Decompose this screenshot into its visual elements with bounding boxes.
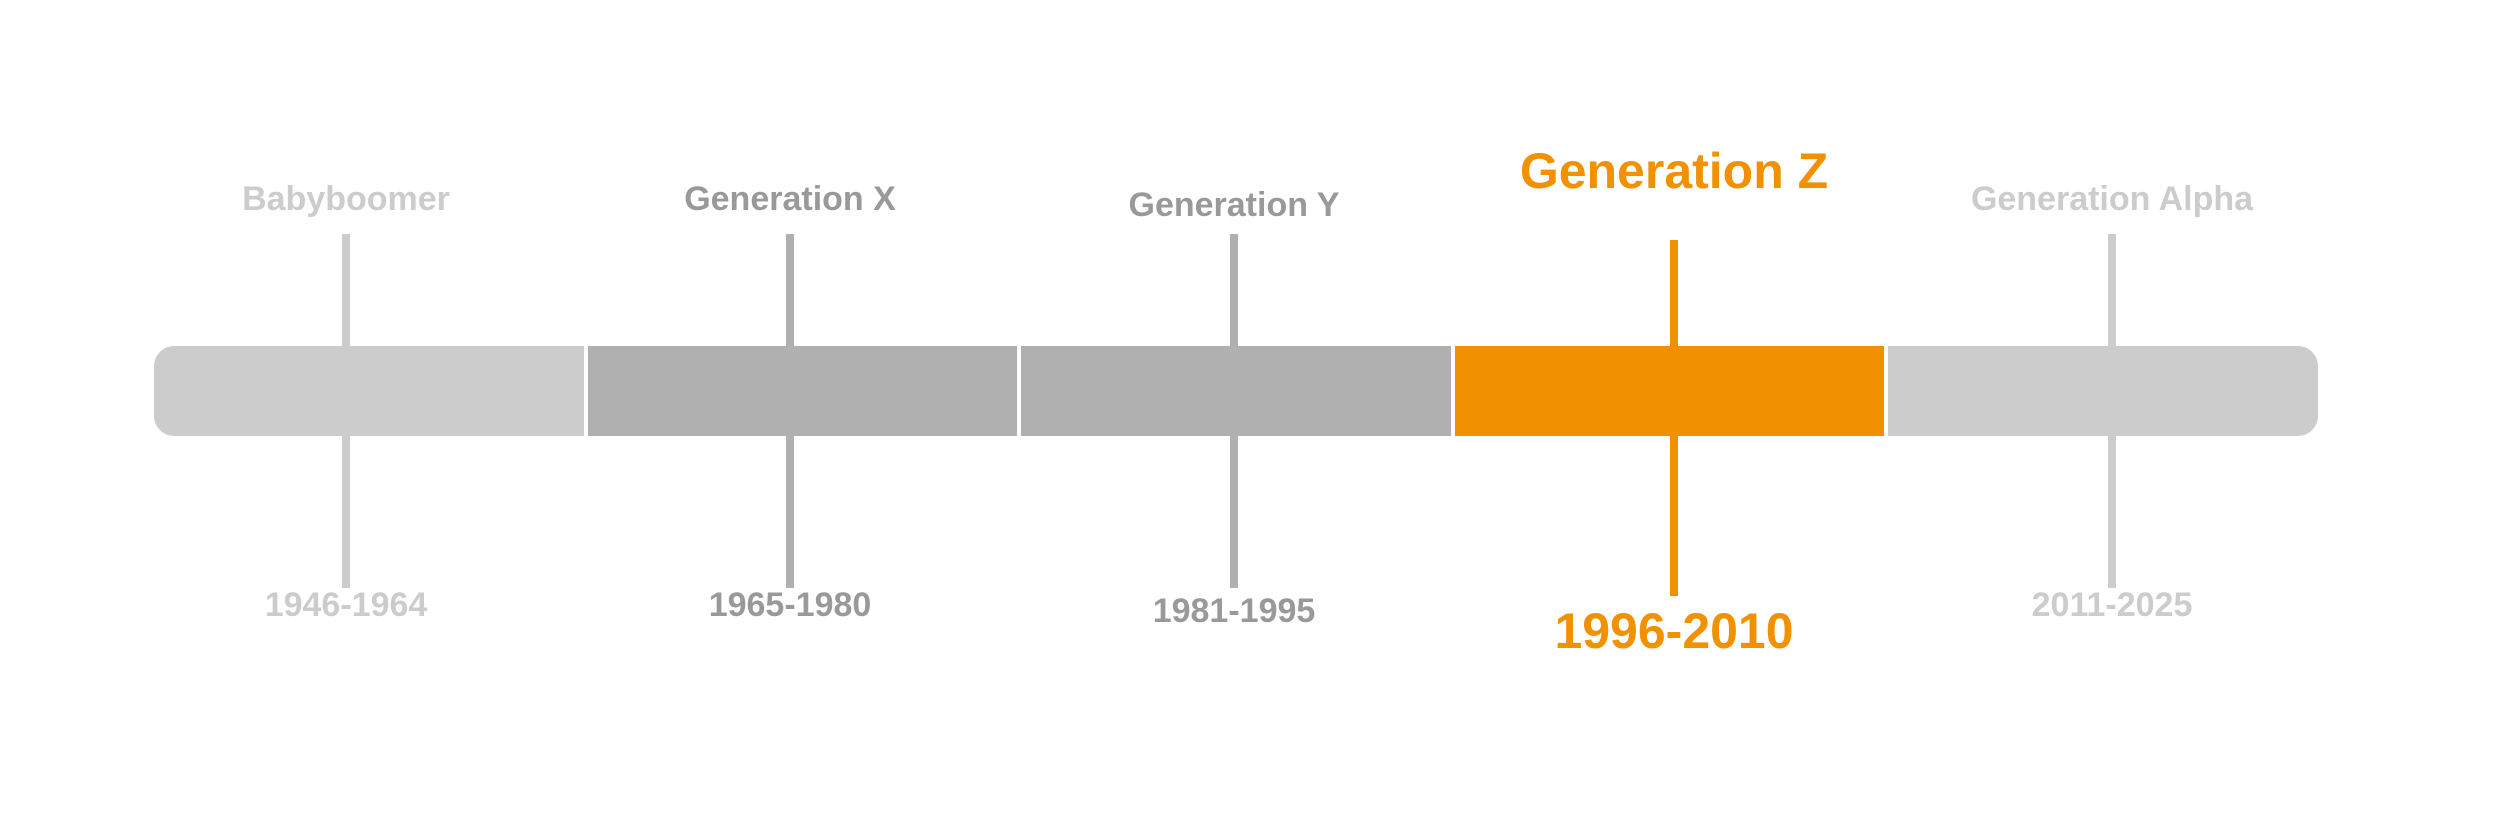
generation-years-generation-y: 1981-1995 (1152, 592, 1316, 630)
segment-generation-y (1017, 346, 1451, 436)
generation-name-generation-y: Generation Y (1128, 186, 1340, 224)
generation-name-generation-x: Generation X (684, 180, 896, 218)
generation-name-generation-z: Generation Z (1519, 143, 1829, 199)
tick-bottom-generation-x (786, 436, 794, 588)
tick-top-generation-x (786, 234, 794, 346)
tick-bottom-generation-y (1230, 436, 1238, 588)
tick-bottom-generation-z (1670, 436, 1678, 596)
tick-top-babyboomer (342, 234, 350, 346)
generation-years-generation-z: 1996-2010 (1554, 603, 1794, 659)
tick-top-generation-alpha (2108, 234, 2116, 346)
generation-years-babyboomer: 1946-1964 (264, 586, 428, 624)
tick-top-generation-z (1670, 240, 1678, 346)
timeline-bar (154, 346, 2318, 436)
generation-name-generation-alpha: Generation Alpha (1970, 180, 2254, 218)
generation-years-generation-x: 1965-1980 (708, 586, 872, 624)
generation-name-babyboomer: Babyboomer (242, 180, 450, 218)
segment-generation-z (1450, 346, 1885, 436)
segment-babyboomer (154, 346, 584, 436)
tick-top-generation-y (1230, 234, 1238, 346)
tick-bottom-babyboomer (342, 436, 350, 588)
generation-years-generation-alpha: 2011-2025 (2031, 586, 2193, 624)
segment-generation-x (583, 346, 1018, 436)
tick-bottom-generation-alpha (2108, 436, 2116, 588)
segment-generation-alpha (1884, 346, 2318, 436)
